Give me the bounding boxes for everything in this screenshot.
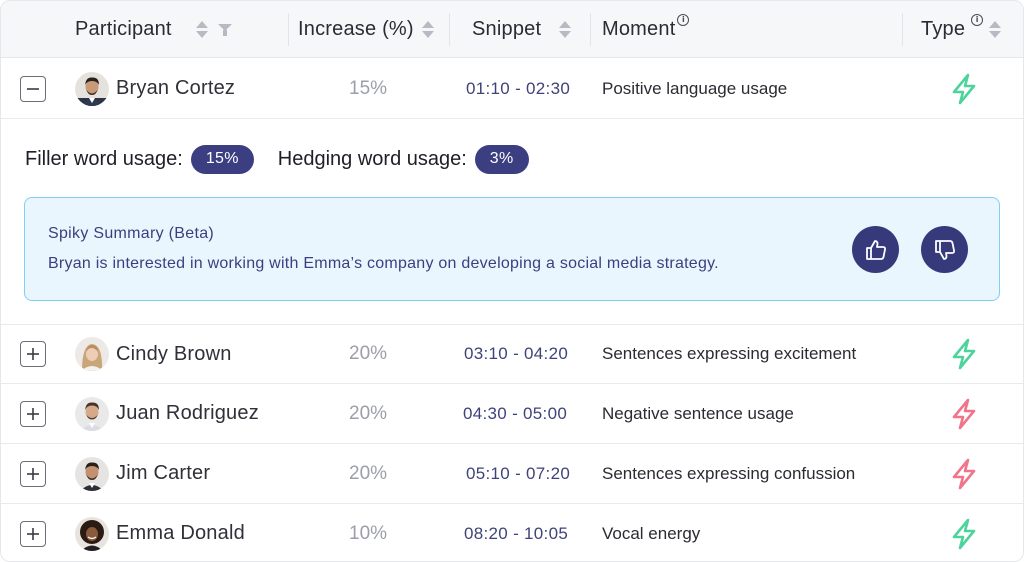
column-header-increase[interactable]: Increase (%) xyxy=(298,1,434,58)
avatar xyxy=(75,337,109,371)
participant-name: Bryan Cortez xyxy=(116,77,236,99)
thumbs-up-icon xyxy=(865,239,886,260)
lightning-bolt-icon xyxy=(952,398,976,429)
table-row[interactable]: Bryan Cortez 15% 01:10 - 02:30 Positive … xyxy=(1,59,1023,119)
column-divider xyxy=(288,13,289,46)
filler-word-label: Filler word usage: xyxy=(25,147,183,170)
snippet-link[interactable]: 05:10 - 07:20 xyxy=(466,463,571,483)
column-divider xyxy=(449,13,450,46)
lightning-bolt-icon xyxy=(952,458,976,489)
summary-text: Bryan is interested in working with Emma… xyxy=(48,255,719,272)
snippet-link[interactable]: 04:30 - 05:00 xyxy=(463,403,568,423)
snippet-link[interactable]: 08:20 - 10:05 xyxy=(464,523,569,543)
avatar xyxy=(75,71,109,106)
table-row[interactable]: Jim Carter 20% 05:10 - 07:20 Sentences e… xyxy=(1,444,1023,504)
snippet-link[interactable]: 01:10 - 02:30 xyxy=(466,78,571,98)
spiky-summary-card: Spiky Summary (Beta) Bryan is interested… xyxy=(24,197,1000,301)
hedging-word-label: Hedging word usage: xyxy=(277,147,467,170)
table-header: Participant Increase (%) Snippet Moment … xyxy=(1,1,1023,58)
word-usage-stats: Filler word usage: 15% Hedging word usag… xyxy=(25,144,529,174)
participant-name: Juan Rodriguez xyxy=(116,402,259,424)
participant-name: Emma Donald xyxy=(116,522,245,544)
plus-icon xyxy=(27,407,39,420)
collapse-button[interactable] xyxy=(20,75,46,102)
moment-text: Positive language usage xyxy=(602,78,788,98)
sort-arrows-icon[interactable] xyxy=(559,21,572,38)
column-header-type[interactable]: Type i xyxy=(921,1,1002,58)
increase-value: 20% xyxy=(349,402,388,424)
info-icon[interactable]: i xyxy=(677,13,690,26)
table-row[interactable]: Cindy Brown 20% 03:10 - 04:20 Sentences … xyxy=(1,324,1023,384)
sort-arrows-icon[interactable] xyxy=(989,21,1002,38)
increase-value: 10% xyxy=(349,522,388,544)
sort-arrows-icon[interactable] xyxy=(195,21,208,38)
expand-button[interactable] xyxy=(20,520,46,547)
increase-value: 20% xyxy=(349,343,388,364)
participant-name: Cindy Brown xyxy=(116,342,232,365)
thumbs-up-button[interactable] xyxy=(852,226,899,273)
increase-value: 20% xyxy=(349,462,388,484)
avatar xyxy=(75,516,109,551)
moment-text: Vocal energy xyxy=(602,523,701,543)
expand-button[interactable] xyxy=(20,460,46,487)
thumbs-down-button[interactable] xyxy=(921,226,968,273)
thumbs-down-icon xyxy=(934,239,955,260)
sort-arrows-icon[interactable] xyxy=(421,21,434,38)
plus-icon xyxy=(27,348,39,360)
minus-icon xyxy=(27,87,39,90)
lightning-bolt-icon xyxy=(952,338,976,370)
lightning-bolt-icon xyxy=(952,73,976,104)
expand-button[interactable] xyxy=(20,400,46,427)
hedging-word-badge: 3% xyxy=(474,144,529,174)
filler-word-badge: 15% xyxy=(190,144,254,174)
moment-text: Sentences expressing excitement xyxy=(602,344,857,363)
plus-icon xyxy=(27,467,39,480)
snippet-link[interactable]: 03:10 - 04:20 xyxy=(464,344,569,363)
moment-text: Sentences expressing confussion xyxy=(602,463,856,483)
plus-icon xyxy=(27,527,39,540)
filter-icon[interactable] xyxy=(217,23,232,37)
column-header-snippet[interactable]: Snippet xyxy=(472,1,572,58)
avatar xyxy=(75,396,109,431)
info-icon[interactable]: i xyxy=(971,13,984,26)
table-row[interactable]: Emma Donald 10% 08:20 - 10:05 Vocal ener… xyxy=(1,504,1023,561)
participant-name: Jim Carter xyxy=(116,462,211,484)
column-divider xyxy=(590,13,591,46)
column-divider xyxy=(902,13,903,46)
summary-title: Spiky Summary (Beta) xyxy=(48,225,215,242)
column-header-participant[interactable]: Participant xyxy=(75,1,232,58)
moment-text: Negative sentence usage xyxy=(602,403,794,423)
increase-value: 15% xyxy=(349,77,388,99)
avatar xyxy=(75,456,109,491)
expand-button[interactable] xyxy=(20,341,46,367)
table-row[interactable]: Juan Rodriguez 20% 04:30 - 05:00 Negativ… xyxy=(1,384,1023,444)
column-header-moment: Moment i xyxy=(602,1,690,58)
lightning-bolt-icon xyxy=(952,518,976,549)
